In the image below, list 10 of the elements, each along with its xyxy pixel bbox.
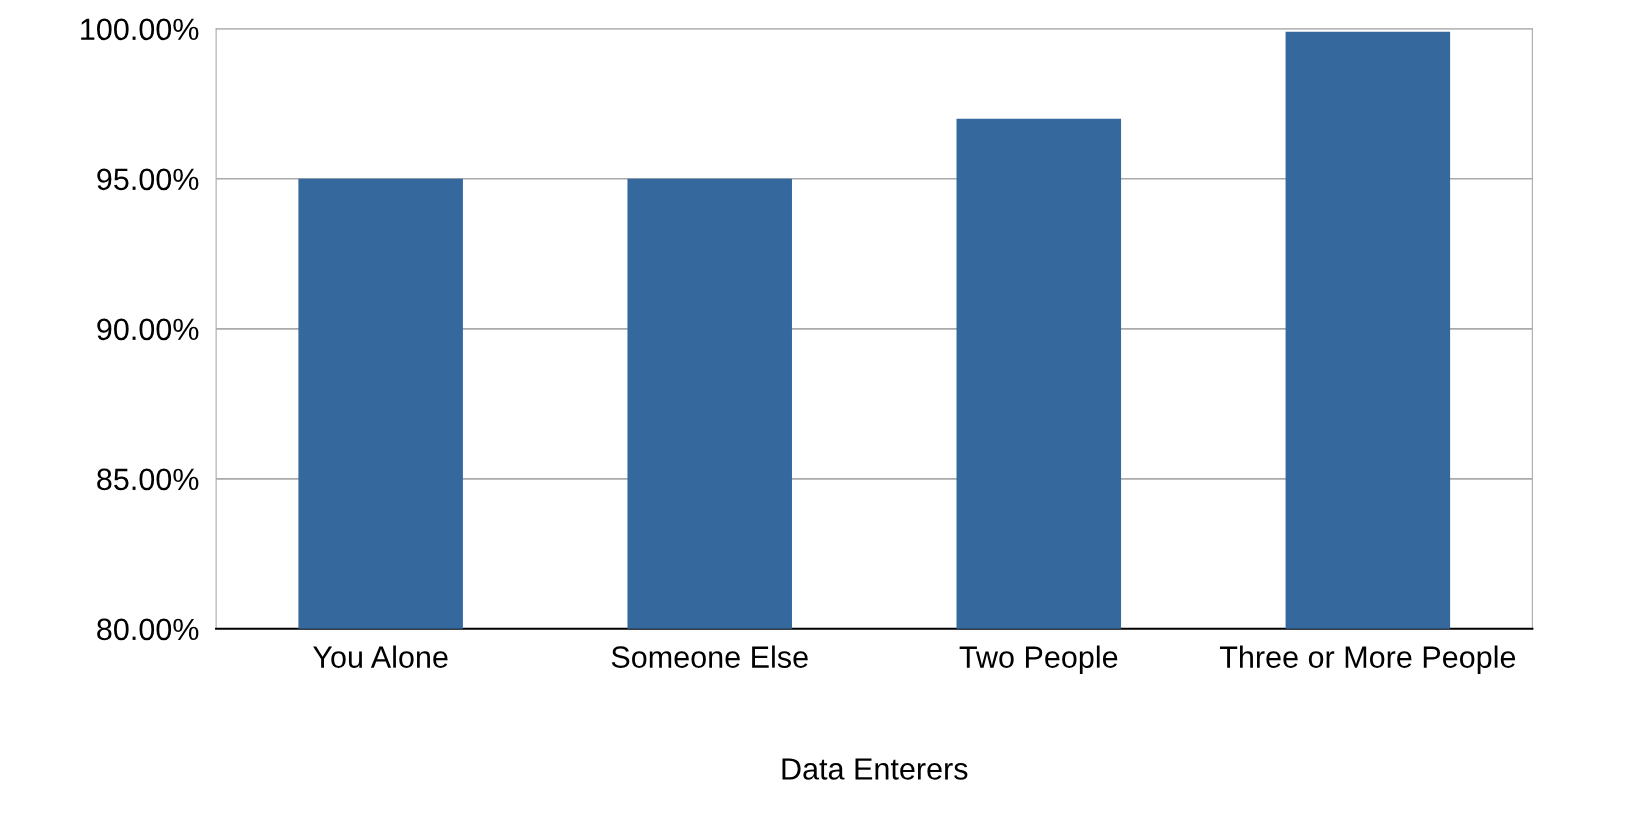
x-tick-label: Three or More People <box>1219 645 1516 674</box>
x-tick-label: Two People <box>959 645 1118 674</box>
x-axis-title: Data Enterers <box>782 758 968 780</box>
x-tick-label: You Alone <box>313 645 448 668</box>
y-tick-label: 85.00% <box>97 468 199 491</box>
x-tick-label: Someone Else <box>611 645 808 668</box>
y-tick-label: 95.00% <box>97 168 199 191</box>
y-tick-label: 90.00% <box>97 318 199 341</box>
y-tick-label: 80.00% <box>97 618 199 641</box>
y-tick-label: 100.00% <box>81 18 199 41</box>
